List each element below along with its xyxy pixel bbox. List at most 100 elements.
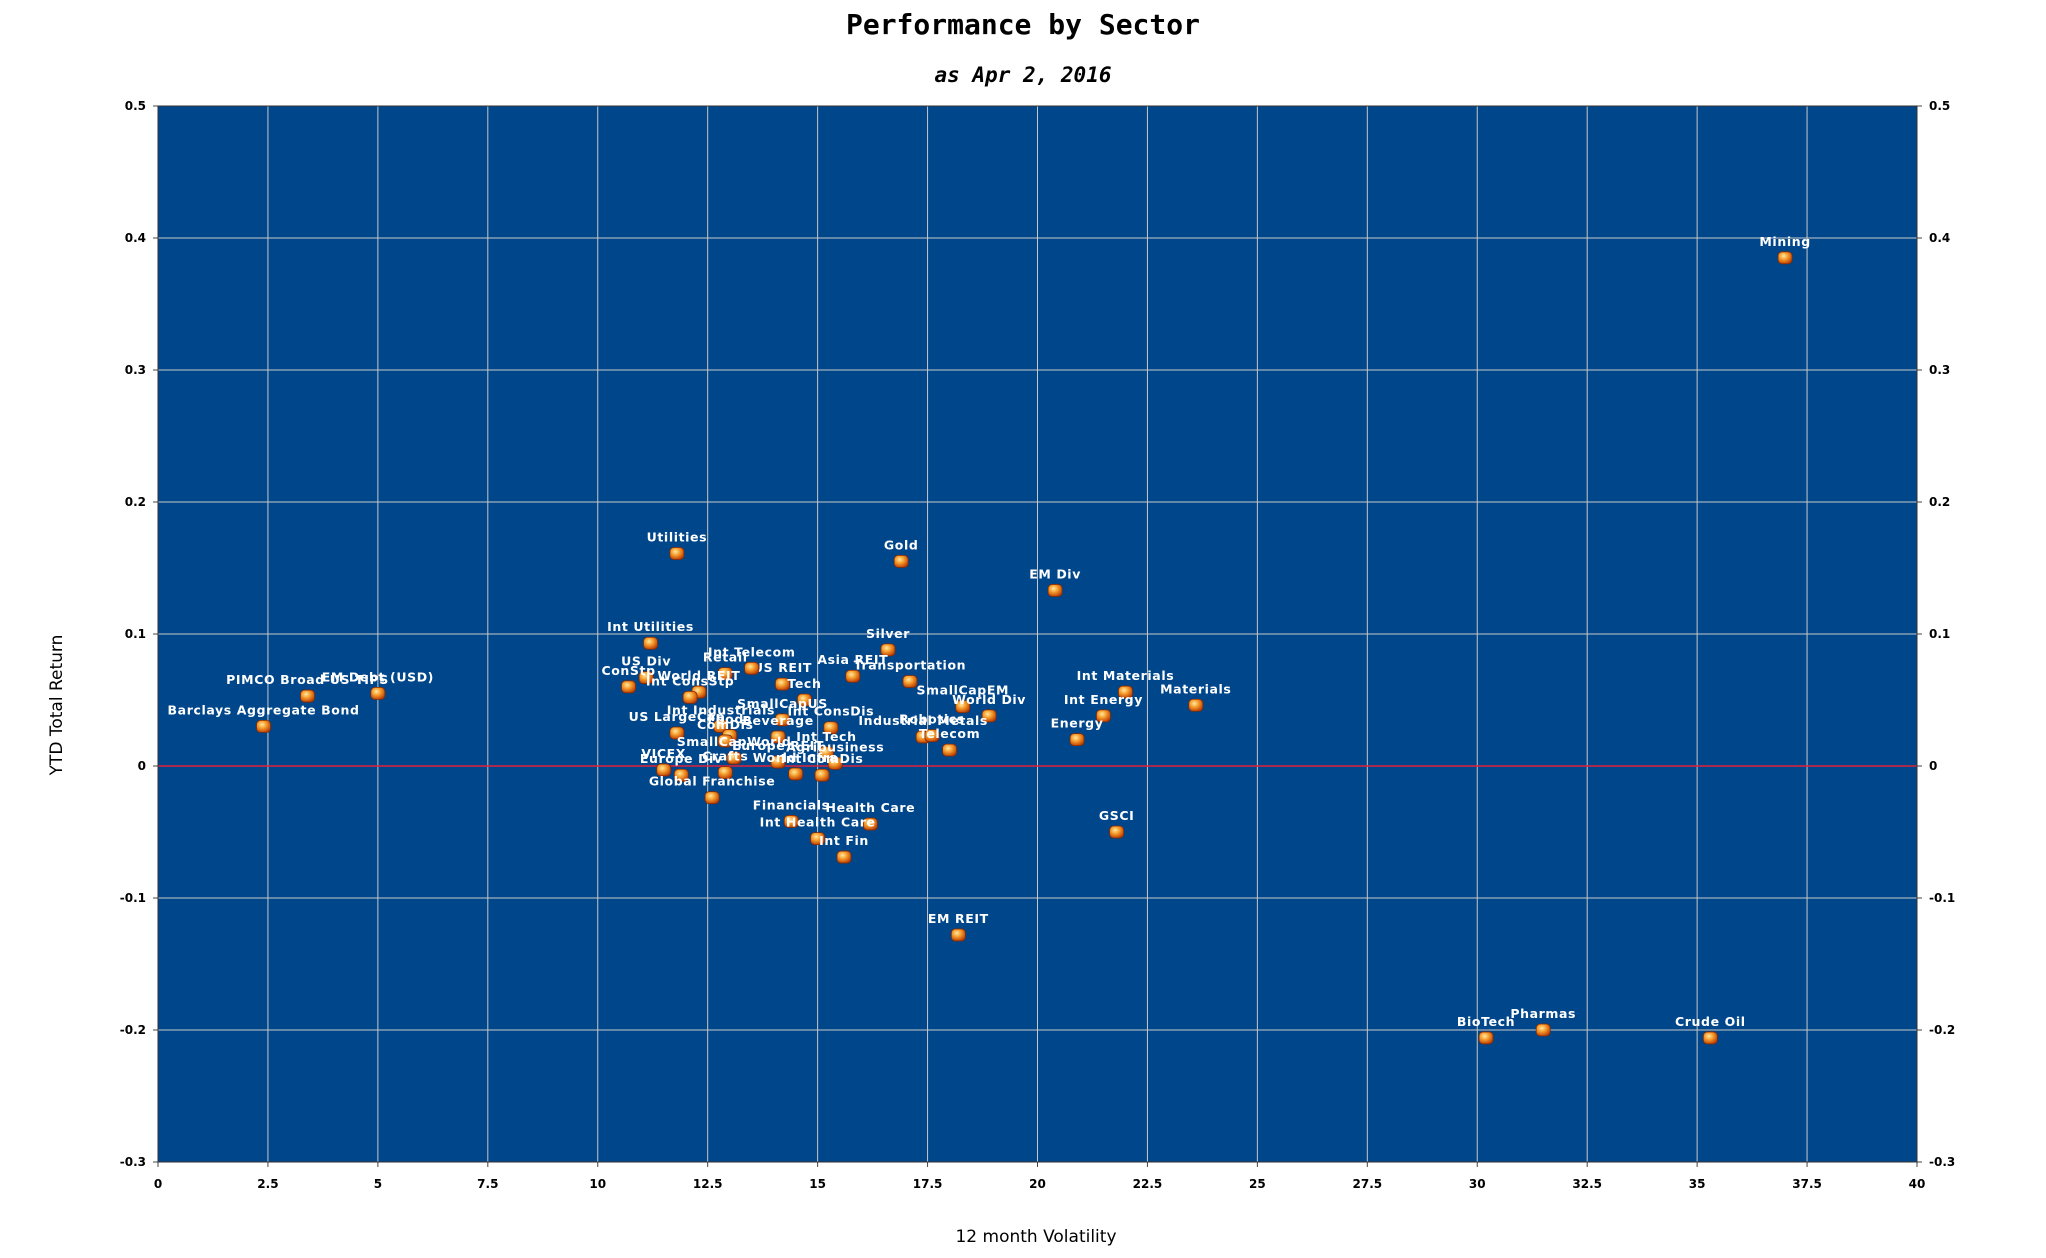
point-marker: [880, 643, 896, 657]
y-tick-label: -0.2: [120, 1023, 146, 1037]
point-label: Europe REIT: [732, 738, 824, 753]
data-point: SmallCapUS: [737, 696, 827, 727]
point-marker: [788, 767, 804, 781]
data-point: Int Energy: [1064, 692, 1142, 723]
x-tick-label: 27.5: [1353, 1177, 1383, 1191]
point-marker: [862, 817, 878, 831]
data-point: Asia REIT: [817, 652, 888, 683]
point-label: US LargeCap: [629, 709, 726, 724]
point-label: Financials: [753, 797, 830, 812]
point-label: Telecom: [919, 726, 980, 741]
data-point: Tech: [787, 676, 821, 707]
point-marker: [942, 743, 957, 757]
point-marker: [836, 850, 852, 864]
x-tick-label: 22.5: [1133, 1177, 1163, 1191]
point-marker: [827, 756, 843, 770]
point-marker: [1118, 685, 1133, 699]
point-marker: [370, 687, 386, 700]
x-tick-label: 0: [154, 1177, 162, 1191]
point-label: Foods: [707, 712, 752, 727]
point-marker: [717, 667, 733, 680]
point-marker: [256, 720, 271, 733]
data-point: Int ConsDis: [787, 704, 874, 735]
point-label: Crude Oil: [1675, 1014, 1746, 1029]
point-label: Mining: [1759, 234, 1810, 249]
data-point: US LargeCap: [629, 709, 726, 740]
point-label: Asia REIT: [817, 652, 888, 667]
data-point: Telecom: [919, 726, 980, 757]
point-marker: [775, 713, 790, 727]
point-marker: [1109, 825, 1125, 839]
data-point: Utilities: [647, 529, 707, 560]
data-point: Europe Div: [640, 751, 722, 782]
point-label: EM Div: [1029, 566, 1081, 581]
point-label: Int ConsDis: [787, 704, 874, 719]
data-point: ConStp: [601, 663, 655, 694]
point-label: Crafts: [702, 749, 748, 764]
data-point: Barclays Aggregate Bond: [168, 702, 360, 733]
point-marker: [673, 768, 689, 782]
x-tick-label: 35: [1689, 1177, 1706, 1191]
y-tick-label-right: 0.2: [1929, 495, 1950, 509]
axis-ticks: 0 2.5 5 7.5 10 12.5 15 17.5 20 22.5 25 27.5 30 32.5 35…: [120, 99, 1956, 1191]
point-label: Barclays Aggregate Bond: [168, 702, 360, 717]
data-point: Beverage: [742, 713, 813, 744]
data-point: Int Health Care: [760, 815, 876, 845]
data-point: Crafts: [702, 749, 748, 779]
point-marker: [797, 693, 812, 707]
x-tick-label: 20: [1029, 1177, 1046, 1191]
y-tick-label: 0.3: [125, 363, 146, 377]
data-point: World Div: [952, 692, 1025, 723]
point-label: Silver: [866, 626, 910, 641]
point-marker: [893, 555, 909, 568]
point-marker: [810, 832, 826, 845]
data-point: Int Tech: [796, 729, 856, 760]
y-tick-label-right: 0.1: [1929, 627, 1950, 641]
point-label: Beverage: [742, 713, 813, 728]
point-label: ConStp: [601, 663, 655, 678]
point-marker: [643, 636, 658, 650]
point-label: Industrial Metals: [858, 713, 988, 728]
data-point: Int ComDis: [781, 751, 864, 782]
x-tick-label: 32.5: [1572, 1177, 1602, 1191]
point-label: Int ComDis: [781, 751, 864, 766]
point-label: Int Telecom: [708, 644, 796, 659]
y-tick-label: 0.5: [125, 99, 146, 113]
point-marker: [300, 689, 315, 703]
point-label: Int Fin: [819, 833, 869, 848]
data-point: Agribusiness: [786, 739, 884, 770]
point-label: US Div: [621, 654, 671, 669]
data-point: Int Telecom: [708, 644, 796, 675]
point-label: Int Health Care: [760, 815, 876, 830]
point-marker: [713, 720, 729, 733]
point-marker: [1069, 733, 1085, 746]
point-label: Health Care: [826, 800, 916, 815]
data-point: World Infra: [753, 750, 838, 781]
point-marker: [823, 721, 839, 735]
y-tick-label-right: -0.2: [1929, 1023, 1955, 1037]
point-marker: [1702, 1031, 1718, 1045]
point-label: PIMCO Broad US TIPS: [226, 672, 389, 687]
y-tick-label: -0.1: [120, 891, 146, 905]
point-marker: [783, 815, 799, 828]
data-point: EM REIT: [928, 911, 988, 942]
point-marker: [669, 547, 685, 560]
point-label: Int Materials: [1077, 668, 1175, 683]
point-marker: [1047, 584, 1063, 597]
point-marker: [717, 734, 733, 748]
chart-subtitle: as Apr 2, 2016: [934, 63, 1111, 87]
point-marker: [1777, 251, 1793, 265]
x-tick-label: 15: [809, 1177, 826, 1191]
x-tick-label: 40: [1909, 1177, 1926, 1191]
point-marker: [726, 751, 742, 765]
y-tick-label-right: 0.5: [1929, 99, 1950, 113]
data-point: VICEX: [641, 746, 685, 777]
y-tick-label-right: 0.4: [1929, 231, 1950, 245]
data-point: Global Franchise: [649, 774, 775, 805]
y-tick-label-right: -0.3: [1929, 1155, 1955, 1169]
data-point: US REIT: [753, 660, 811, 691]
data-point: Crude Oil: [1675, 1014, 1746, 1045]
data-point: Int Utilities: [607, 619, 693, 650]
